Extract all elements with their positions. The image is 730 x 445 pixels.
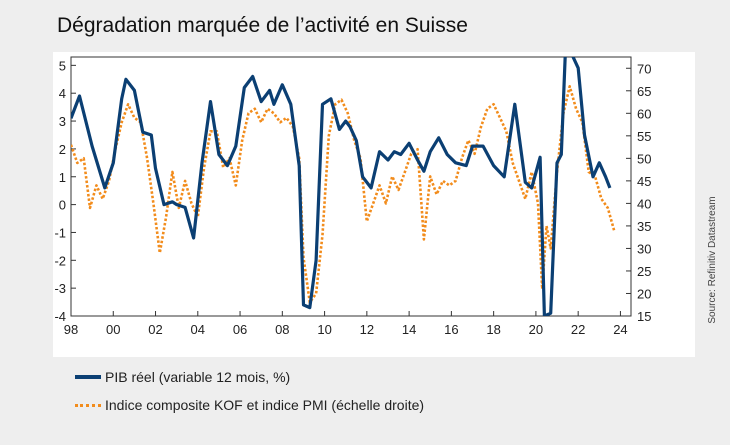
legend-item-kof-pmi: Indice composite KOF et indice PMI (éche… [75, 394, 424, 416]
y-left-tick-label: 3 [59, 114, 66, 129]
y-right-tick-label: 35 [637, 219, 651, 234]
legend-item-gdp: PIB réel (variable 12 mois, %) [75, 366, 424, 388]
y-left-tick-label: 5 [59, 58, 66, 73]
y-right-tick-label: 25 [637, 264, 651, 279]
y-right-tick-label: 40 [637, 196, 651, 211]
y-left-tick-label: -2 [54, 253, 66, 268]
y-right-tick-label: 20 [637, 286, 651, 301]
x-tick-label: 98 [64, 322, 78, 337]
x-tick-label: 04 [191, 322, 205, 337]
x-tick-label: 02 [148, 322, 162, 337]
y-right-tick-label: 45 [637, 174, 651, 189]
y-right-tick-label: 65 [637, 84, 651, 99]
x-tick-label: 20 [529, 322, 543, 337]
source-note: Source: Refinitiv Datastream [707, 196, 718, 324]
y-left-tick-label: 1 [59, 170, 66, 185]
y-left-tick-label: -4 [54, 309, 66, 324]
x-tick-label: 14 [402, 322, 416, 337]
legend-swatch-kof-pmi [75, 403, 101, 407]
x-tick-label: 18 [486, 322, 500, 337]
y-right-tick-label: 70 [637, 61, 651, 76]
y-left-tick-label: 0 [59, 198, 66, 213]
legend-label-kof-pmi: Indice composite KOF et indice PMI (éche… [105, 397, 425, 413]
chart-title: Dégradation marquée de l’activité en Sui… [57, 14, 468, 37]
y-right-tick-label: 60 [637, 106, 651, 121]
legend-swatch-gdp [75, 375, 101, 379]
x-tick-label: 08 [275, 322, 289, 337]
x-tick-label: 24 [613, 322, 627, 337]
y-left-tick-label: -1 [54, 225, 66, 240]
y-right-tick-label: 55 [637, 129, 651, 144]
legend: PIB réel (variable 12 mois, %) Indice co… [75, 366, 424, 422]
y-left-tick-label: 4 [59, 86, 66, 101]
y-right-tick-label: 15 [637, 309, 651, 324]
y-right-tick-label: 50 [637, 151, 651, 166]
y-left-tick-label: 2 [59, 142, 66, 157]
legend-label-gdp: PIB réel (variable 12 mois, %) [105, 369, 291, 385]
plot-frame [70, 56, 632, 317]
x-tick-label: 00 [106, 322, 120, 337]
x-tick-label: 16 [444, 322, 458, 337]
y-right-tick-label: 30 [637, 241, 651, 256]
chart-area: 98 00 02 04 06 08 10 12 14 16 18 20 22 24 5 4 3 2 1 0 -1 -2 -3… [53, 52, 695, 357]
x-tick-label: 22 [571, 322, 585, 337]
x-tick-label: 12 [360, 322, 374, 337]
y-left-tick-label: -3 [54, 281, 66, 296]
x-tick-label: 10 [317, 322, 331, 337]
series-line-kof-pmi [71, 84, 616, 304]
line-chart: 98 00 02 04 06 08 10 12 14 16 18 20 22 24543210-1-2-3… [54, 56, 651, 337]
x-tick-label: 06 [233, 322, 247, 337]
series-line-gdp [71, 57, 612, 316]
